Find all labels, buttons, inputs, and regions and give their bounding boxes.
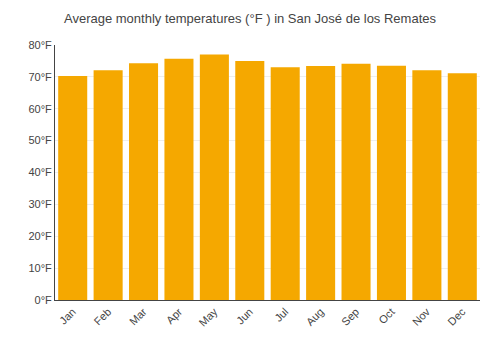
svg-text:Dec: Dec xyxy=(445,305,468,328)
svg-text:Jan: Jan xyxy=(57,306,78,327)
svg-text:50°F: 50°F xyxy=(28,134,52,146)
svg-text:80°F: 80°F xyxy=(28,39,52,51)
svg-text:10°F: 10°F xyxy=(28,262,52,274)
svg-text:Apr: Apr xyxy=(164,305,185,326)
svg-text:Average monthly temperatures (: Average monthly temperatures (°F ) in Sa… xyxy=(64,11,437,26)
svg-text:Nov: Nov xyxy=(410,305,433,328)
svg-text:Jul: Jul xyxy=(272,306,290,324)
svg-text:Mar: Mar xyxy=(127,305,149,327)
svg-text:30°F: 30°F xyxy=(28,198,52,210)
svg-text:Feb: Feb xyxy=(92,306,114,328)
svg-text:May: May xyxy=(197,305,221,329)
svg-text:70°F: 70°F xyxy=(28,71,52,83)
svg-text:60°F: 60°F xyxy=(28,103,52,115)
svg-text:0°F: 0°F xyxy=(35,294,53,306)
svg-text:Sep: Sep xyxy=(339,306,361,328)
svg-text:20°F: 20°F xyxy=(28,230,52,242)
svg-text:Aug: Aug xyxy=(304,306,326,328)
svg-text:Oct: Oct xyxy=(376,306,397,327)
svg-text:40°F: 40°F xyxy=(28,166,52,178)
svg-text:Jun: Jun xyxy=(234,306,255,327)
